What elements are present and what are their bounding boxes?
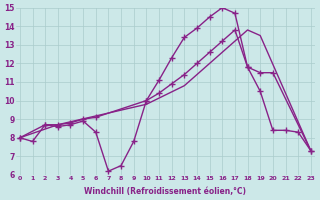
- X-axis label: Windchill (Refroidissement éolien,°C): Windchill (Refroidissement éolien,°C): [84, 187, 246, 196]
